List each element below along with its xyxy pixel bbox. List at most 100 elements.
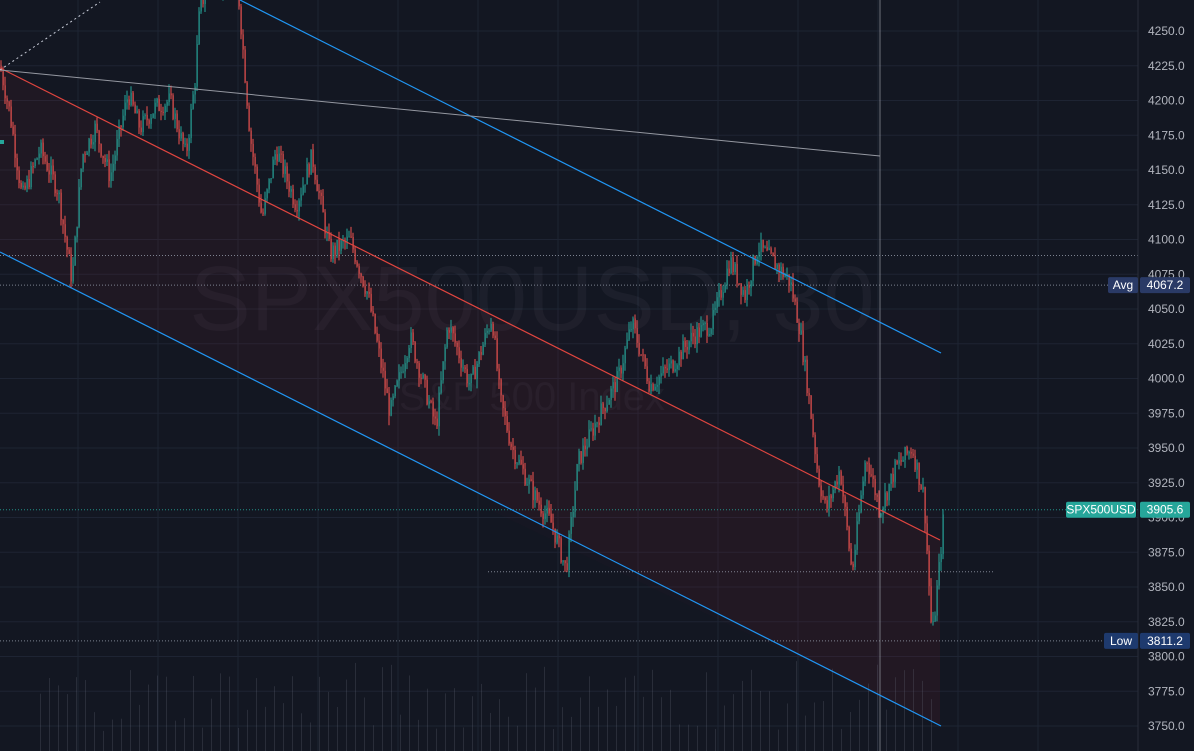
candle-body bbox=[552, 522, 554, 529]
candle-body bbox=[288, 181, 290, 192]
candle-body bbox=[758, 251, 760, 258]
candle-body bbox=[836, 481, 838, 485]
candle-body bbox=[294, 204, 296, 210]
volume-bar bbox=[877, 664, 878, 751]
candle-body bbox=[674, 369, 676, 372]
anchor-handle[interactable] bbox=[0, 140, 4, 144]
volume-bar bbox=[211, 698, 212, 751]
volume-bar bbox=[94, 712, 95, 751]
candle-body bbox=[746, 284, 748, 301]
volume-bar bbox=[787, 703, 788, 751]
price-tick-label: 4000.0 bbox=[1148, 372, 1185, 386]
candle-body bbox=[720, 290, 722, 298]
price-tick-label: 3850.0 bbox=[1148, 580, 1185, 594]
candle-body bbox=[908, 451, 910, 454]
candle-body bbox=[484, 332, 486, 345]
channel-lower-line[interactable] bbox=[0, 251, 942, 727]
price-tick-label: 3950.0 bbox=[1148, 441, 1185, 455]
candle-body bbox=[346, 236, 348, 242]
candle-body bbox=[400, 371, 402, 373]
dotted-projection-line[interactable] bbox=[0, 1, 101, 71]
candle-body bbox=[262, 212, 264, 214]
candle-body bbox=[588, 429, 590, 447]
candle-body bbox=[12, 126, 14, 135]
candle-body bbox=[930, 586, 932, 622]
candle-body bbox=[426, 379, 428, 405]
candle-body bbox=[466, 368, 468, 384]
candle-body bbox=[564, 560, 566, 564]
candle-body bbox=[608, 399, 610, 405]
candle-body bbox=[76, 226, 78, 238]
trend-line[interactable] bbox=[0, 69, 881, 157]
candle-body bbox=[348, 236, 350, 238]
volume-bar bbox=[346, 679, 347, 751]
candle-body bbox=[140, 127, 142, 133]
price-axis[interactable]: 3750.03775.03800.03825.03850.03875.03900… bbox=[1137, 0, 1194, 751]
candle-body bbox=[476, 363, 478, 380]
candle-body bbox=[610, 388, 612, 400]
candle-body bbox=[568, 533, 570, 571]
volume-bar bbox=[733, 694, 734, 751]
candle-body bbox=[178, 129, 180, 139]
candle-body bbox=[778, 264, 780, 273]
volume-bar bbox=[112, 719, 113, 751]
price-tick-label: 3875.0 bbox=[1148, 545, 1185, 559]
price-tick-label: 4050.0 bbox=[1148, 302, 1185, 316]
candle-body bbox=[176, 113, 178, 130]
price-tags: Avg 4067.2 SPX500USD 3905.6 Low 3811.2 bbox=[1066, 277, 1190, 649]
candle-body bbox=[634, 318, 636, 329]
volume-bar bbox=[832, 668, 833, 751]
volume-bar bbox=[157, 675, 158, 751]
drawings[interactable] bbox=[0, 0, 942, 727]
volume-bar bbox=[121, 718, 122, 751]
candle-body bbox=[528, 479, 530, 485]
candle-body bbox=[328, 232, 330, 239]
candle-body bbox=[240, 6, 242, 35]
candle-body bbox=[806, 359, 808, 394]
candle-body bbox=[434, 416, 436, 419]
candle-body bbox=[190, 108, 192, 138]
low-label-box bbox=[1104, 632, 1138, 649]
candle-body bbox=[322, 196, 324, 213]
candle-body bbox=[524, 468, 526, 485]
candle-body bbox=[844, 496, 846, 507]
candle-body bbox=[272, 159, 274, 179]
price-axis-bg bbox=[1138, 0, 1194, 751]
candle-body bbox=[40, 142, 42, 154]
candle-body bbox=[692, 332, 694, 337]
volume-bar bbox=[535, 687, 536, 751]
candle-body bbox=[384, 370, 386, 389]
candle-body bbox=[842, 484, 844, 497]
candle-body bbox=[180, 133, 182, 139]
volume-bar bbox=[274, 686, 275, 751]
volume-bar bbox=[823, 701, 824, 751]
candle-body bbox=[826, 500, 828, 509]
volume-bar bbox=[760, 690, 761, 751]
candle-body bbox=[378, 340, 380, 349]
candle-body bbox=[64, 224, 66, 237]
candle-body bbox=[158, 98, 160, 111]
candle-body bbox=[374, 313, 376, 334]
regression-midline[interactable] bbox=[0, 67, 941, 541]
candle-body bbox=[714, 307, 716, 310]
candle-body bbox=[900, 460, 902, 462]
symbol-watermark: SPX500USD, 30 bbox=[189, 248, 874, 350]
candle-body bbox=[600, 403, 602, 425]
candle-body bbox=[834, 481, 836, 490]
candle-body bbox=[502, 395, 504, 409]
volume-bar bbox=[742, 680, 743, 751]
candle-body bbox=[448, 330, 450, 333]
candle-body bbox=[522, 464, 524, 469]
candle-body bbox=[8, 101, 10, 107]
candle-body bbox=[452, 327, 454, 334]
volume-bar bbox=[517, 725, 518, 751]
volume-bar bbox=[598, 706, 599, 751]
volume-bar bbox=[481, 683, 482, 751]
candle-body bbox=[738, 283, 740, 285]
volume-bar bbox=[454, 688, 455, 751]
channel-upper-line[interactable] bbox=[239, 0, 942, 354]
candle-body bbox=[874, 478, 876, 496]
candle-body bbox=[646, 366, 648, 382]
